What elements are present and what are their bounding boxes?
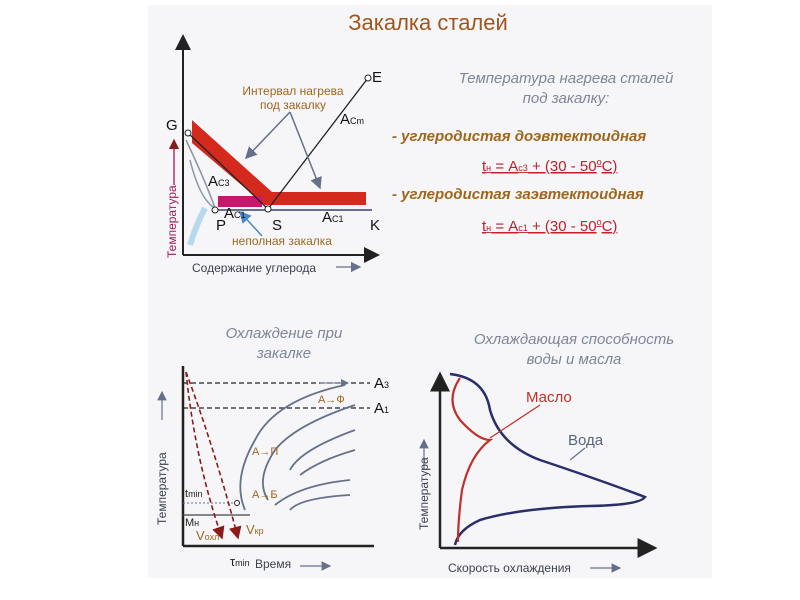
marker-label: Мн	[185, 517, 199, 529]
marker-label: τmin	[230, 554, 250, 569]
line-label: A3	[374, 375, 389, 392]
line-label: AC1	[224, 205, 246, 222]
y-axis-label: Температура	[417, 457, 431, 530]
f-part: = A	[491, 218, 518, 235]
point-label: G	[166, 117, 178, 134]
formula: tн = Aс3 + (30 - 50oC)	[482, 157, 617, 175]
marker-label: tmin	[185, 488, 203, 500]
label-sub: C1	[332, 214, 344, 224]
point-label: E	[372, 69, 382, 86]
rate-label: Vкр	[246, 522, 264, 537]
label-main: A	[374, 375, 384, 392]
diagram-title: Охлаждение при	[226, 325, 343, 342]
label-main: A	[208, 173, 218, 190]
label-main: t	[185, 488, 188, 500]
y-axis-label: Температура	[165, 185, 179, 258]
y-axis-label: Температура	[155, 452, 169, 525]
point-label: K	[370, 217, 380, 234]
label-sub: охл	[205, 532, 220, 542]
label-sub: 1	[384, 405, 389, 415]
transformation-label: А→П	[252, 446, 278, 458]
f-part: = A	[491, 158, 518, 175]
rate-label: Vохл	[196, 528, 219, 543]
transformation-label: А→Ф	[318, 394, 345, 406]
label-sub: кр	[255, 526, 264, 536]
label-main: A	[224, 205, 234, 222]
line-label: AC3	[208, 173, 230, 190]
label-main: A	[340, 111, 350, 128]
annotation: неполная закалка	[232, 234, 332, 248]
label-sub: 3	[384, 380, 389, 390]
f-part: C)	[602, 158, 618, 175]
x-axis-label: Содержание углерода	[192, 261, 316, 275]
x-axis-label: Время	[255, 557, 291, 571]
f-sub: н	[486, 223, 491, 233]
heading: под закалку:	[523, 90, 610, 107]
f-sub: н	[486, 163, 491, 173]
slide-title: Закалка сталей	[348, 10, 508, 35]
line-label: ACm	[340, 111, 364, 128]
label-main: V	[196, 528, 205, 543]
curve-label: Масло	[526, 389, 572, 406]
transformation-label: А→Б	[252, 489, 278, 501]
annotation: под закалку	[260, 98, 326, 112]
f-sup: o	[597, 157, 602, 167]
label-sub: min	[188, 489, 203, 499]
label-main: A	[374, 400, 384, 417]
phase-diagram	[168, 34, 380, 273]
f-part: C)	[602, 218, 618, 235]
f-part: t	[482, 218, 487, 235]
point-label: P	[216, 217, 226, 234]
label-sub: min	[235, 558, 250, 568]
heading: Температура нагрева сталей	[459, 70, 674, 87]
diagram-title: Охлаждающая способность	[474, 331, 674, 348]
label-main: М	[185, 517, 194, 529]
label-main: A	[322, 209, 332, 226]
f-part: t	[482, 158, 487, 175]
line-label: AC1	[322, 209, 344, 226]
label-sub: C3	[218, 178, 230, 188]
cooling-diagram	[157, 366, 374, 571]
label-main: τ	[230, 554, 236, 569]
slide-background	[148, 5, 712, 578]
item-label: - углеродистая заэвтектоидная	[392, 186, 644, 203]
label-sub: C1	[234, 210, 246, 220]
f-sub: с3	[518, 163, 528, 173]
label-sub: н	[194, 518, 199, 528]
x-axis-label: Скорость охлаждения	[448, 561, 571, 575]
f-part: + (30 - 50	[528, 158, 597, 175]
diagram-title: закалке	[256, 345, 311, 362]
f-sup: o	[597, 217, 602, 227]
quenchant-diagram	[419, 371, 658, 573]
label-sub: Cm	[350, 116, 364, 126]
point-label: S	[272, 217, 282, 234]
annotation: Интервал нагрева	[242, 84, 343, 98]
item-label: - углеродистая доэвтектоидная	[392, 128, 646, 145]
diagram-title: воды и масла	[527, 351, 622, 368]
f-part: + (30 - 50	[528, 218, 597, 235]
curve-label: Вода	[568, 432, 604, 449]
label-main: V	[246, 522, 255, 537]
line-label: A1	[374, 400, 389, 417]
formula: tн = Aс1 + (30 - 50oC)	[482, 217, 617, 235]
f-sub: с1	[518, 223, 528, 233]
